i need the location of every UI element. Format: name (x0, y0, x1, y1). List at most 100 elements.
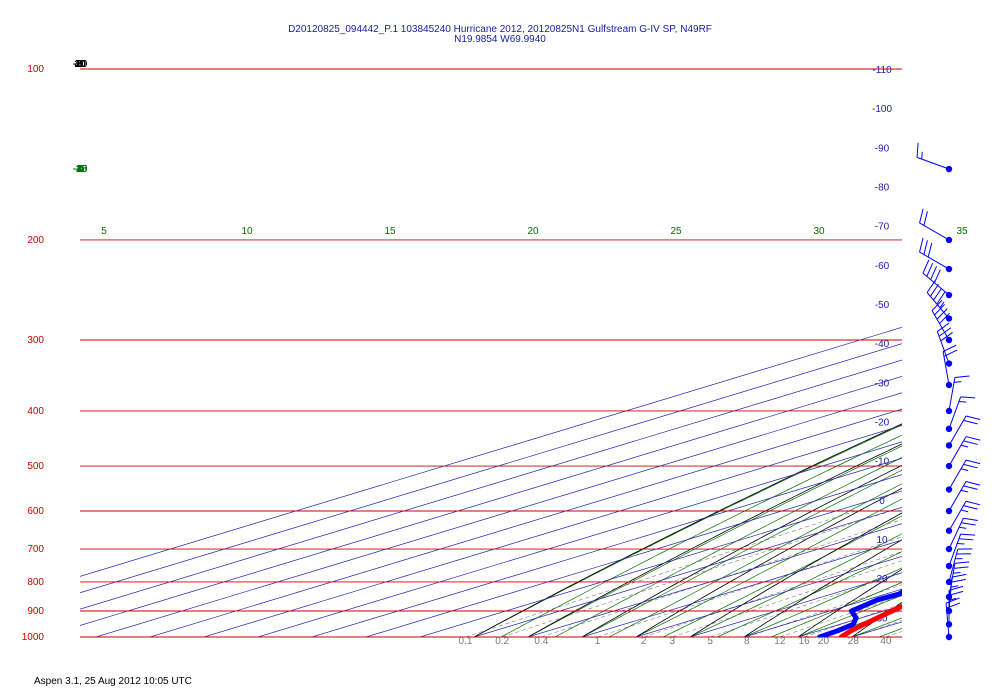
wind-barb (945, 415, 981, 449)
wind-barb-point (945, 360, 953, 367)
wind-barb-half (957, 542, 965, 545)
axis-labels: 1002003004005006007008009001000506070809… (22, 59, 968, 647)
dewpoint-trace-point (967, 569, 968, 570)
wind-barb-flag (937, 322, 950, 332)
wind-barb-flag (963, 517, 978, 521)
moist-adiabat-left-label: -20 (73, 164, 88, 175)
wind-barb-point (945, 425, 953, 433)
moist-adiabat (473, 424, 902, 637)
temperature-trace-point (863, 623, 865, 625)
isotherm-line (526, 523, 902, 637)
wind-barb-flag (940, 332, 953, 342)
moist-adiabat-left-label: -25 (73, 164, 88, 175)
isotherm-line (688, 572, 902, 637)
moist-adiabat (716, 551, 902, 637)
mixing-ratio-label: 2 (641, 636, 647, 647)
wind-barb (945, 459, 981, 493)
wind-barb-flag (936, 291, 946, 305)
wind-barb-staff (945, 603, 950, 638)
wind-barb-flag (948, 590, 964, 596)
moist-adiabat (662, 515, 902, 637)
isotherm-line (94, 392, 902, 637)
wind-barb (945, 481, 981, 515)
wind-barb-flag (926, 280, 936, 293)
dewpoint-trace-point (948, 575, 949, 576)
isotherm-line (80, 359, 902, 610)
moist-adiabat-left-label: -5 (76, 164, 85, 175)
wind-barb-flag (948, 585, 964, 591)
wind-barb-point (945, 462, 953, 470)
isotherm-label: -110 (872, 65, 892, 76)
wind-barb-staff (948, 517, 964, 550)
moist-adiabat-label: 25 (670, 226, 682, 237)
wind-barb-flag (963, 485, 978, 490)
dewpoint-trace-point (981, 562, 982, 563)
wind-barb-flag (923, 211, 928, 226)
isotherm-label: 10 (876, 535, 888, 546)
wind-barb-flag (960, 396, 976, 399)
dewpoint-trace-point (993, 549, 994, 550)
pressure-label: 300 (27, 335, 44, 346)
mixing-ratio-label: 16 (799, 636, 811, 647)
theta-left-label: 30 (74, 59, 86, 70)
isotherm-label: 20 (876, 574, 888, 585)
pressure-label: 800 (27, 577, 44, 588)
temperature-trace-point (963, 581, 964, 582)
temperature-trace-point (983, 574, 984, 575)
temperature-trace-point (850, 630, 852, 632)
temperature-trace-point (877, 617, 879, 619)
wind-barb-flag (919, 237, 924, 253)
isotherm-line (80, 343, 902, 594)
mixing-ratio-label: 12 (774, 636, 786, 647)
moist-adiabat-label: 35 (956, 226, 968, 237)
moist-adiabat-label: 15 (384, 226, 396, 237)
wind-barb-flag (929, 283, 939, 297)
wind-barb-flag (927, 242, 933, 258)
wind-barb-staff (948, 396, 962, 429)
moist-adiabat (581, 469, 902, 637)
mixing-ratio-label: 3 (669, 636, 675, 647)
mixing-ratio-line (823, 609, 902, 637)
wind-barb-half (953, 572, 961, 574)
isotherm-line (580, 539, 902, 637)
wind-barb-point (945, 265, 953, 273)
wind-barb-flag (916, 142, 919, 158)
moist-adiabat-label: 30 (813, 226, 825, 237)
wind-barb-half (950, 585, 959, 588)
dry-adiabat (581, 464, 902, 637)
moist-adiabat (797, 594, 902, 637)
wind-barb-point (945, 381, 953, 389)
wind-barb-flag (965, 500, 981, 506)
isotherm-label: -60 (875, 261, 890, 272)
isotherm-line (634, 556, 902, 637)
moist-adiabat (770, 582, 902, 637)
wind-barb-flag (958, 538, 974, 541)
wind-barb-point (945, 165, 953, 173)
isotherm-line (256, 441, 902, 637)
wind-barb-staff (948, 501, 967, 531)
pressure-label: 700 (27, 544, 44, 555)
dewpoint-trace-point (925, 581, 926, 582)
wind-barb-flag (961, 522, 976, 526)
wind-barb-flag (919, 208, 924, 224)
moist-adiabat-left-label: -30 (73, 164, 88, 175)
moist-adiabat (743, 567, 902, 637)
isotherm-line (80, 376, 902, 626)
isotherm-label: 0 (879, 496, 885, 507)
isotherm-line (920, 56, 1000, 649)
wind-barb-point (945, 407, 953, 415)
mixing-ratio-line (465, 510, 856, 637)
wind-barb-half (959, 526, 967, 529)
temperature-trace-point (891, 610, 893, 612)
wind-barb-point (945, 545, 953, 553)
theta-left-label: 40 (74, 59, 86, 70)
wind-barb-half (953, 381, 962, 383)
isotherm-line (364, 474, 902, 637)
wind-barb-flag (930, 266, 938, 280)
dry-adiabat (635, 487, 902, 637)
moist-adiabat-left-label: -15 (73, 164, 88, 175)
chart-title: D20120825_094442_P.1 103845240 Hurricane… (288, 24, 712, 35)
wind-barb (945, 375, 970, 415)
mixing-ratio-line (541, 519, 902, 637)
